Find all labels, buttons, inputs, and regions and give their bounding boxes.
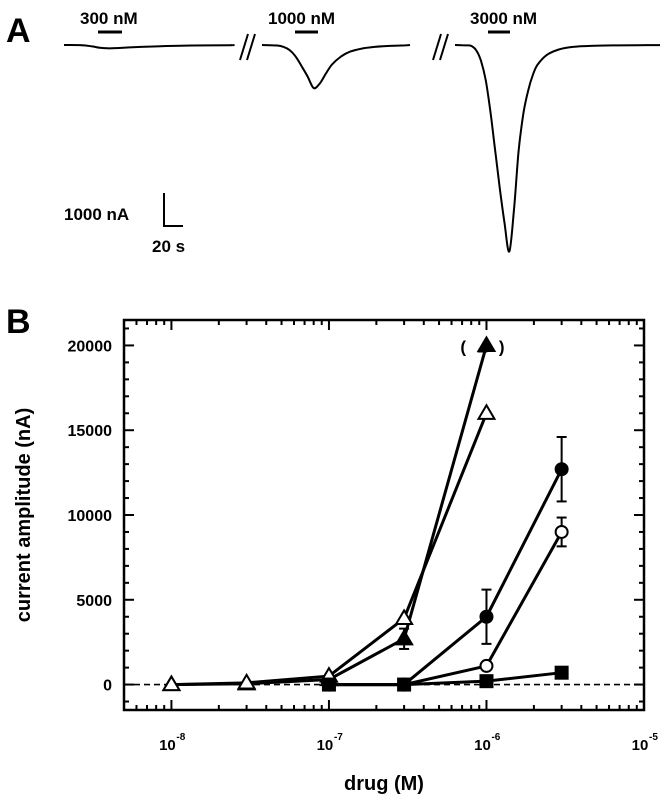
marker-open-triangle — [394, 608, 414, 626]
x-tick-label: 10 — [632, 737, 649, 754]
y-tick-label: 20000 — [68, 338, 113, 355]
x-tick-exponent: -6 — [491, 732, 500, 743]
axis-ticks — [123, 320, 644, 710]
marker-filled-triangle — [394, 628, 414, 646]
label-300nm: 300 nM — [80, 9, 138, 28]
y-tick-label: 15000 — [68, 423, 113, 440]
y-tick-label: 10000 — [68, 508, 113, 525]
x-tick-labels: 10 -8 10 -7 10 -6 10 -5 — [159, 732, 658, 754]
line-filled-triangle — [171, 345, 488, 687]
label-3000nm: 3000 nM — [470, 9, 537, 28]
scale-bar: 1000 nA 20 s — [64, 193, 185, 256]
marker-filled-circle — [479, 609, 494, 624]
marker-filled-circle — [554, 462, 569, 477]
panel-a: A 300 nM 1000 nM 3000 nM 1000 nA 20 s — [6, 9, 660, 256]
break-mark — [432, 33, 442, 61]
data-markers — [161, 335, 569, 692]
x-tick-label: 10 — [474, 737, 491, 754]
scale-bar-lines — [163, 193, 183, 227]
x-tick-label: 10 — [159, 737, 176, 754]
marker-filled-square — [554, 665, 569, 680]
trace-300-nm — [63, 43, 235, 50]
scale-bar-time-label: 20 s — [152, 237, 185, 256]
series-lines — [171, 345, 563, 687]
scale-bar-current-label: 1000 nA — [64, 205, 129, 224]
x-tick-label: 10 — [317, 737, 334, 754]
trace-3000-nm — [454, 44, 660, 253]
marker-open-triangle — [161, 674, 182, 692]
label-1000nm: 1000 nM — [268, 9, 335, 28]
x-tick-exponent: -8 — [176, 732, 185, 743]
marker-filled-square — [397, 677, 412, 692]
break-mark — [246, 33, 256, 61]
y-tick-label: 0 — [103, 678, 112, 695]
line-open-triangle — [171, 412, 488, 687]
y-axis-label: current amplitude (nA) — [13, 408, 35, 622]
x-axis-label: drug (M) — [344, 773, 424, 795]
marker-filled-triangle — [476, 335, 497, 353]
break-mark — [439, 33, 449, 61]
panel-label-b: B — [6, 303, 31, 341]
plot-frame — [122, 318, 646, 712]
break-mark — [239, 33, 249, 61]
marker-filled-square — [321, 677, 336, 692]
marker-open-circle — [479, 658, 494, 673]
marker-filled-square — [479, 674, 494, 689]
panel-label-a: A — [6, 12, 31, 50]
x-tick-exponent: -7 — [334, 732, 343, 743]
y-tick-label: 5000 — [76, 593, 112, 610]
trace-1000-nm — [261, 44, 411, 90]
marker-open-triangle — [236, 672, 257, 690]
x-tick-exponent: -5 — [649, 732, 658, 743]
line-filled-circle — [328, 468, 563, 687]
current-traces — [63, 43, 660, 253]
line-filled-square — [328, 671, 562, 687]
axis-break-marks — [239, 33, 449, 61]
y-tick-labels: 0 5000 10000 15000 20000 — [68, 338, 113, 694]
marker-open-triangle — [476, 403, 497, 420]
marker-open-circle — [554, 524, 569, 539]
annotation-triangle-paren: (▲) — [460, 337, 512, 356]
